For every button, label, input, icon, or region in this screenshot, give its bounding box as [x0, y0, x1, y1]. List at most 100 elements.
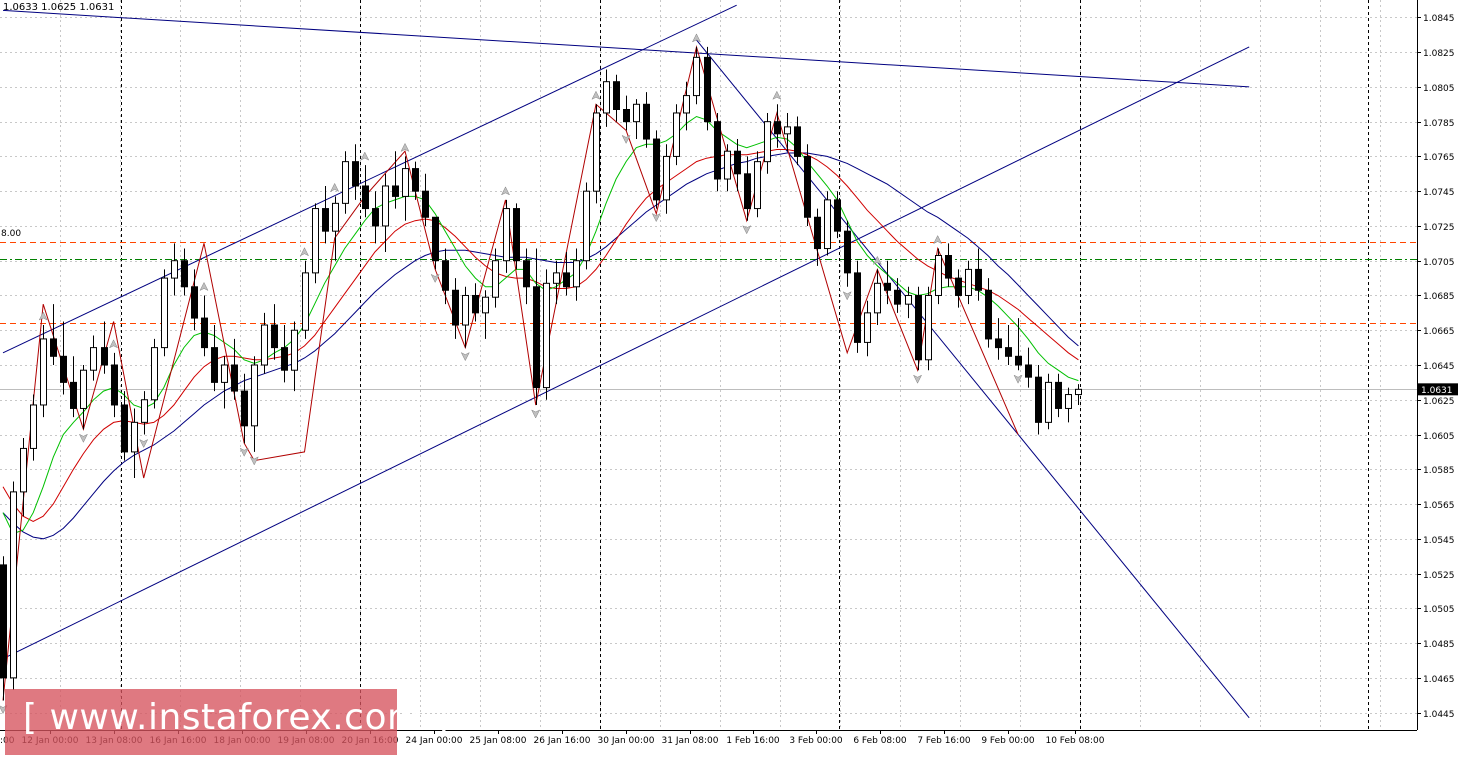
candle-bull	[1065, 394, 1072, 409]
candle-bull	[332, 202, 339, 232]
trendline	[2, 4, 737, 354]
y-tick-label: 1.0785	[1423, 119, 1455, 129]
candle-bear	[894, 289, 901, 305]
fractal-down-arrow	[842, 291, 852, 301]
y-tick-label: 1.0765	[1423, 153, 1455, 163]
candle-bull	[503, 208, 510, 262]
fractal-down-arrow	[78, 433, 88, 443]
candle-bull	[251, 364, 258, 427]
trendline	[2, 9, 1250, 88]
watermark: [ www.instaforex.com ]	[5, 689, 449, 755]
candle-bull	[543, 282, 550, 389]
fractal-down-arrow	[460, 352, 470, 362]
candle-bear	[1025, 364, 1032, 378]
candle-bear	[121, 404, 128, 453]
trendline	[2, 46, 1250, 660]
candle-bull	[724, 150, 731, 180]
candle-bear	[1055, 381, 1062, 409]
y-tick-label: 1.0605	[1423, 432, 1455, 442]
candle-bull	[261, 324, 268, 366]
fractal-up-arrow	[330, 182, 340, 192]
y-tick-label: 1.0645	[1423, 362, 1455, 372]
ma-mid-line	[2, 149, 1079, 522]
y-tick-label: 1.0825	[1423, 49, 1455, 59]
candle-bull	[1045, 381, 1052, 423]
candle-bear	[362, 185, 369, 210]
candle-bear	[955, 277, 962, 296]
candle-bull	[382, 185, 389, 227]
candle-bull	[30, 404, 37, 449]
candle-bear	[704, 56, 711, 123]
candle-bear	[1005, 347, 1012, 357]
candle-bear	[392, 185, 399, 197]
x-tick-label: 24 Jan 00:00	[406, 736, 463, 746]
candle-bull	[221, 364, 228, 383]
candle-bull	[784, 126, 791, 135]
x-tick-label: 6 Feb 08:00	[853, 736, 907, 746]
candle-bear	[613, 81, 620, 110]
candles	[0, 46, 1082, 701]
candle-bear	[643, 103, 650, 140]
candle-bull	[402, 168, 409, 197]
price-marker-box	[1418, 383, 1458, 396]
candle-bull	[291, 329, 298, 371]
x-tick-label: 30 Jan 00:00	[598, 736, 655, 746]
candle-bear	[452, 289, 459, 326]
y-tick-label: 1.0485	[1423, 640, 1455, 650]
candle-bear	[241, 390, 248, 427]
candle-bear	[352, 161, 359, 187]
y-tick-label: 1.0805	[1423, 84, 1455, 94]
candle-bear	[975, 268, 982, 291]
candle-bull	[20, 447, 27, 493]
candle-bull	[462, 294, 469, 326]
candle-bear	[372, 208, 379, 227]
candle-bear	[101, 347, 108, 366]
y-tick-label: 1.0705	[1423, 258, 1455, 268]
level-label: 8.00	[1, 229, 22, 239]
candle-bull	[633, 103, 640, 123]
fractal-down-arrow	[912, 374, 923, 384]
x-tick-label: 7 Feb 16:00	[917, 736, 971, 746]
candle-bear	[442, 260, 449, 291]
fractal-down-arrow	[239, 447, 249, 457]
ma-fast-line	[2, 115, 1079, 535]
candle-bull	[905, 294, 912, 305]
watermark-text: [ www.instaforex.com ]	[23, 697, 450, 738]
fractal-arrows	[0, 33, 1023, 715]
candle-bear	[915, 294, 922, 361]
candle-bull	[40, 338, 47, 406]
candle-bear	[111, 364, 118, 406]
candle-bull	[935, 255, 942, 296]
y-tick-label: 1.0745	[1423, 188, 1455, 198]
candle-bull	[151, 347, 158, 401]
price-marker-label: 1.0631	[1421, 386, 1453, 396]
candle-bull	[171, 260, 178, 279]
candle-bear	[422, 190, 429, 218]
x-tick-label: 1 Feb 16:00	[726, 736, 780, 746]
candle-bear	[744, 173, 751, 210]
candle-bear	[714, 121, 721, 180]
candle-bear	[50, 338, 57, 357]
candle-bull	[683, 95, 690, 114]
candle-bear	[804, 155, 811, 218]
candle-bull	[302, 272, 309, 331]
candle-bear	[1015, 355, 1022, 366]
candle-bear	[412, 168, 419, 192]
ma-slow-line	[2, 152, 1079, 540]
fractal-up-arrow	[400, 142, 410, 152]
candle-bear	[281, 347, 288, 371]
candle-bear	[513, 208, 520, 262]
candle-bear	[191, 286, 198, 319]
candle-bear	[734, 150, 741, 175]
candle-bull	[673, 112, 680, 157]
candle-bear	[271, 324, 278, 349]
candle-bull	[342, 161, 349, 204]
y-tick-label: 1.0525	[1423, 571, 1455, 581]
fractal-up-arrow	[591, 90, 601, 100]
candle-bear	[623, 109, 630, 123]
y-tick-label: 1.0625	[1423, 397, 1455, 407]
fractal-up-arrow	[299, 247, 310, 257]
candle-bull	[874, 282, 881, 314]
